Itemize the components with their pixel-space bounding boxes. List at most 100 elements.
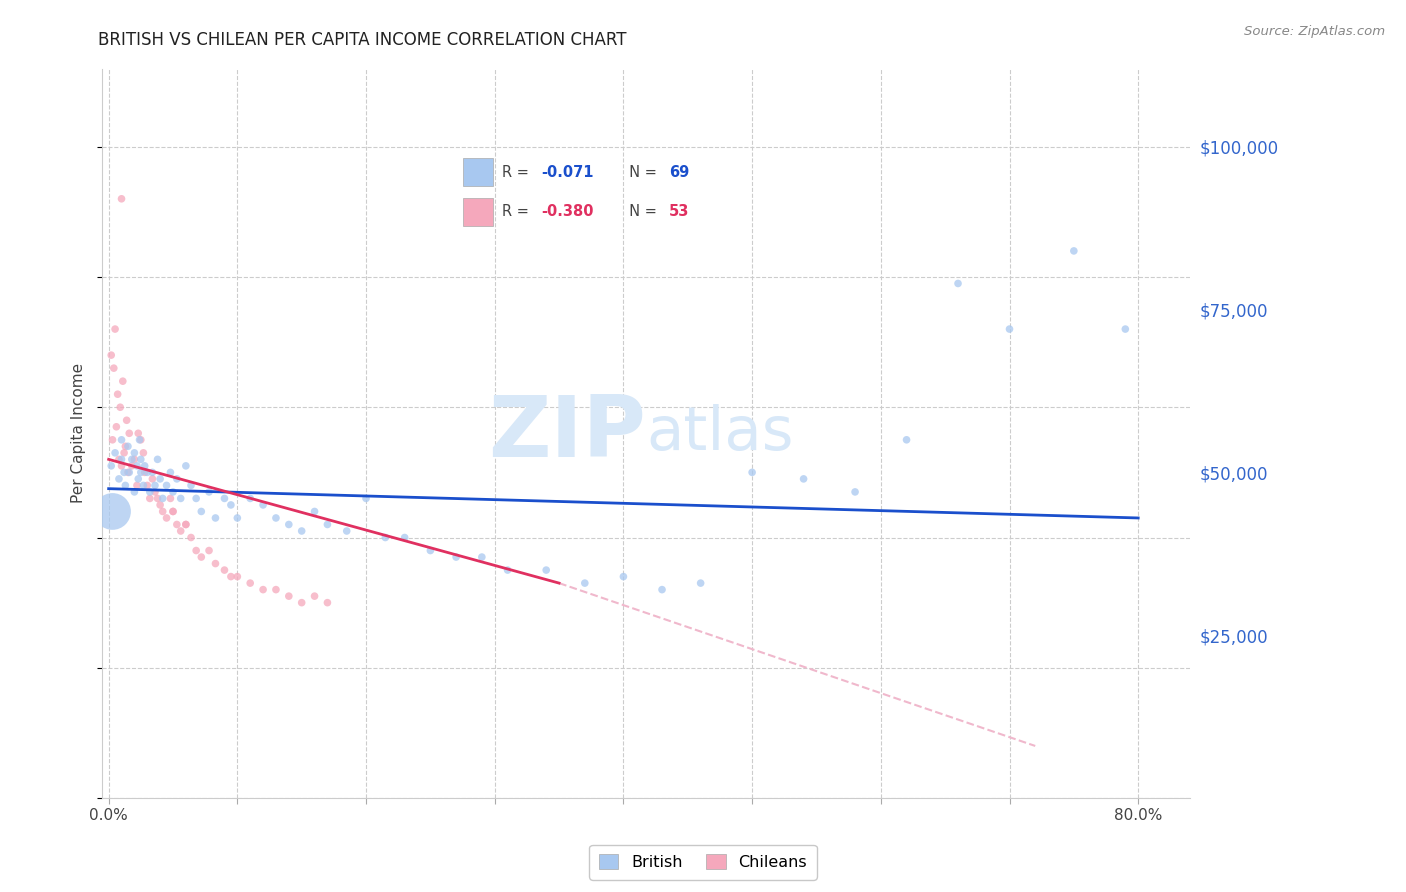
Point (354, 491, 377, 506)
Point (104, 322, 127, 336)
Point (689, 576, 711, 591)
Point (162, 504, 184, 518)
Point (159, 466, 181, 480)
Point (118, 466, 141, 480)
Point (132, 446, 155, 460)
Point (471, 549, 494, 564)
Point (139, 491, 162, 506)
Point (612, 569, 634, 583)
Point (139, 484, 162, 499)
Point (336, 524, 359, 538)
Point (844, 484, 866, 499)
Point (134, 466, 156, 480)
Point (1114, 322, 1136, 336)
Point (125, 458, 148, 473)
Point (574, 576, 596, 591)
Point (124, 452, 146, 467)
Point (174, 517, 197, 532)
Point (108, 452, 131, 467)
Point (252, 498, 274, 512)
Point (121, 458, 143, 473)
Point (741, 466, 763, 480)
Point (496, 563, 519, 577)
Text: ZIP: ZIP (488, 392, 645, 475)
Point (204, 511, 226, 525)
Point (127, 472, 149, 486)
Point (162, 484, 184, 499)
Point (534, 563, 557, 577)
Point (146, 491, 169, 506)
Point (444, 549, 467, 564)
Point (291, 524, 314, 538)
Point (214, 491, 236, 506)
Point (204, 557, 226, 571)
Point (143, 478, 166, 492)
Point (149, 472, 172, 486)
Point (419, 543, 441, 558)
Point (159, 491, 181, 506)
Point (111, 374, 134, 388)
Point (136, 466, 159, 480)
Point (114, 478, 136, 492)
Point (141, 466, 163, 480)
Point (124, 446, 146, 460)
Point (793, 472, 815, 486)
Point (198, 543, 221, 558)
Point (252, 582, 274, 597)
Point (101, 504, 124, 518)
Point (104, 446, 127, 460)
Point (198, 484, 221, 499)
Point (219, 498, 242, 512)
Point (180, 531, 202, 545)
Point (110, 401, 132, 415)
Point (291, 596, 314, 610)
Point (214, 563, 236, 577)
Point (129, 433, 152, 447)
Point (170, 524, 193, 538)
Point (155, 511, 177, 525)
Point (125, 478, 148, 492)
Point (998, 322, 1021, 336)
Point (277, 589, 299, 603)
Point (134, 458, 156, 473)
Point (108, 472, 131, 486)
Point (162, 504, 184, 518)
Point (186, 491, 208, 506)
Point (110, 192, 132, 206)
Text: atlas: atlas (645, 404, 793, 463)
Point (115, 413, 138, 427)
Point (264, 511, 287, 525)
Point (101, 433, 124, 447)
Text: BRITISH VS CHILEAN PER CAPITA INCOME CORRELATION CHART: BRITISH VS CHILEAN PER CAPITA INCOME COR… (98, 31, 627, 49)
Point (152, 491, 174, 506)
Text: Source: ZipAtlas.com: Source: ZipAtlas.com (1244, 25, 1385, 38)
Point (129, 452, 152, 467)
Point (277, 517, 299, 532)
Point (152, 504, 174, 518)
Point (174, 458, 197, 473)
Point (117, 466, 139, 480)
Point (239, 491, 262, 506)
Point (105, 419, 128, 434)
Y-axis label: Per Capita Income: Per Capita Income (72, 363, 86, 503)
Point (155, 478, 177, 492)
Point (127, 426, 149, 441)
Point (117, 439, 139, 453)
Point (121, 452, 143, 467)
Point (149, 498, 172, 512)
Point (103, 361, 125, 376)
Point (107, 387, 129, 401)
Point (946, 277, 969, 291)
Point (180, 478, 202, 492)
Point (128, 433, 150, 447)
Point (190, 549, 212, 564)
Point (112, 466, 135, 480)
Point (1063, 244, 1085, 258)
Point (118, 426, 141, 441)
Point (190, 504, 212, 518)
Point (110, 433, 132, 447)
Point (129, 466, 152, 480)
Point (132, 478, 155, 492)
Point (304, 504, 326, 518)
Point (394, 531, 416, 545)
